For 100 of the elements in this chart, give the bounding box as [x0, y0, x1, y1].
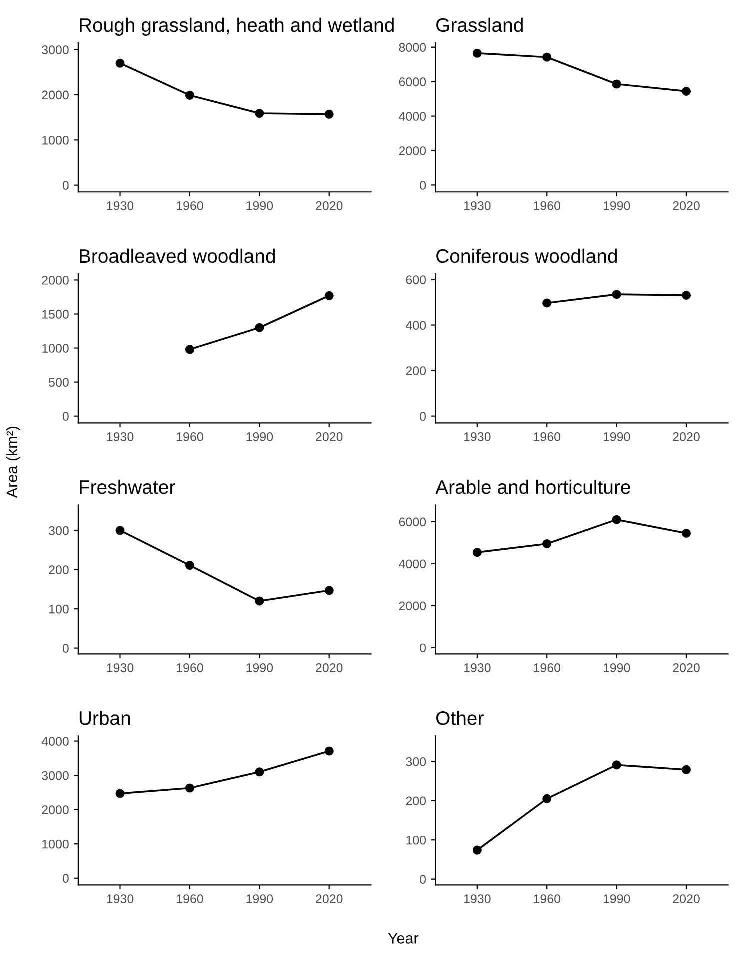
y-tick-label: 100	[50, 604, 69, 614]
y-tick-label: 2000	[399, 146, 426, 156]
text: Year	[388, 933, 419, 944]
x-tick-label: 1990	[604, 664, 630, 672]
y-tick-label: 1000	[42, 344, 69, 353]
point	[324, 110, 334, 119]
x-tick-label: 1960	[177, 664, 204, 672]
y-tick-label: 400	[406, 321, 426, 330]
chart-title: Freshwater	[80, 480, 176, 494]
point	[542, 539, 552, 548]
y-tick-label: 4000	[399, 112, 426, 121]
chart-title: Urban	[80, 710, 130, 726]
x-tick-label: 2020	[673, 894, 700, 904]
chart-title: Grassland	[436, 18, 523, 32]
x-tick-label: 2020	[316, 664, 343, 672]
point	[185, 784, 194, 793]
x-tick-label: 2020	[673, 201, 700, 210]
chart-title: Broadleaved woodland	[80, 248, 276, 264]
point	[612, 80, 622, 89]
y-tick-label: 200	[49, 566, 69, 575]
x-tick-label: 1990	[604, 201, 630, 210]
point	[472, 548, 482, 558]
point	[682, 290, 692, 300]
y-tick-label: 1000	[42, 840, 69, 849]
y-tick-label: 3000	[42, 46, 69, 54]
y-tick-label: 0	[420, 181, 426, 190]
point	[116, 58, 125, 68]
chart-title: Other	[436, 710, 484, 726]
y-tick-label: 500	[49, 378, 69, 387]
y-tick-label: 1000	[42, 136, 69, 145]
x-tick-label: 1960	[177, 894, 204, 904]
x-tick-label: 1960	[534, 894, 561, 904]
x-tick-label: 1990	[246, 201, 274, 210]
y-tick-label: 1500	[42, 310, 69, 319]
point	[612, 290, 622, 300]
y-tick-label: 0	[420, 875, 426, 884]
point	[472, 846, 482, 855]
y-tick-label: 0	[420, 412, 426, 421]
y-tick-label: 6000	[399, 78, 426, 86]
y-tick-label: 0	[62, 412, 69, 421]
y-tick-label: 6000	[399, 518, 426, 527]
x-tick-label: 1930	[464, 201, 491, 210]
y-tick-label: 300	[49, 526, 69, 536]
y-tick-label: 4000	[399, 560, 426, 569]
text: Area (km²)	[6, 426, 21, 498]
x-tick-label: 1990	[246, 894, 274, 904]
y-tick-label: 2000	[399, 602, 426, 611]
point	[324, 291, 334, 300]
point	[682, 765, 692, 774]
point	[324, 586, 334, 596]
y-tick-label: 8000	[399, 43, 426, 52]
x-tick-label: 2020	[316, 432, 343, 442]
x-tick-label: 1930	[107, 432, 134, 442]
x-tick-label: 2020	[316, 894, 343, 904]
x-tick-label: 2020	[316, 201, 343, 210]
chart-title: Rough grassland, heath and wetland	[80, 18, 394, 36]
x-tick-label: 1930	[107, 894, 134, 904]
x-tick-label: 1990	[604, 894, 630, 904]
point	[682, 528, 692, 538]
point	[255, 768, 264, 777]
x-tick-label: 1960	[534, 201, 561, 210]
point	[472, 48, 482, 58]
point	[116, 789, 125, 798]
point	[542, 794, 552, 804]
x-tick-label: 2020	[673, 664, 700, 672]
y-tick-label: 0	[62, 644, 69, 653]
point	[542, 298, 552, 308]
chart-title: Arable and horticulture	[436, 480, 630, 494]
y-tick-label: 2000	[42, 276, 69, 285]
x-tick-label: 1960	[177, 201, 204, 210]
point	[612, 515, 622, 524]
y-tick-label: 0	[62, 874, 69, 884]
y-tick-label: 0	[62, 181, 69, 190]
point	[324, 746, 334, 756]
x-tick-label: 1930	[107, 664, 134, 672]
point	[255, 596, 264, 606]
y-tick-label: 300	[406, 757, 426, 766]
chart-title: Coniferous woodland	[436, 248, 618, 264]
y-tick-label: 0	[420, 644, 426, 653]
point	[612, 760, 622, 770]
y-tick-label: 4000	[42, 737, 69, 746]
x-tick-label: 1990	[246, 664, 274, 672]
y-tick-label: 600	[406, 276, 426, 284]
point	[185, 561, 194, 570]
y-tick-label: 2000	[42, 806, 69, 814]
x-tick-label: 1930	[464, 894, 491, 904]
x-tick-label: 1990	[604, 432, 630, 442]
x-tick-label: 1930	[107, 201, 134, 210]
point	[255, 109, 264, 118]
x-tick-label: 1960	[534, 664, 561, 672]
x-tick-label: 1960	[177, 432, 204, 442]
point	[185, 90, 194, 100]
y-tick-label: 100	[406, 836, 426, 845]
x-tick-label: 2020	[673, 432, 700, 442]
point	[255, 323, 264, 332]
y-tick-label: 3000	[42, 771, 69, 780]
point	[116, 526, 125, 536]
x-tick-label: 1930	[464, 664, 491, 672]
x-tick-label: 1930	[464, 432, 491, 442]
x-tick-label: 1960	[534, 432, 561, 442]
